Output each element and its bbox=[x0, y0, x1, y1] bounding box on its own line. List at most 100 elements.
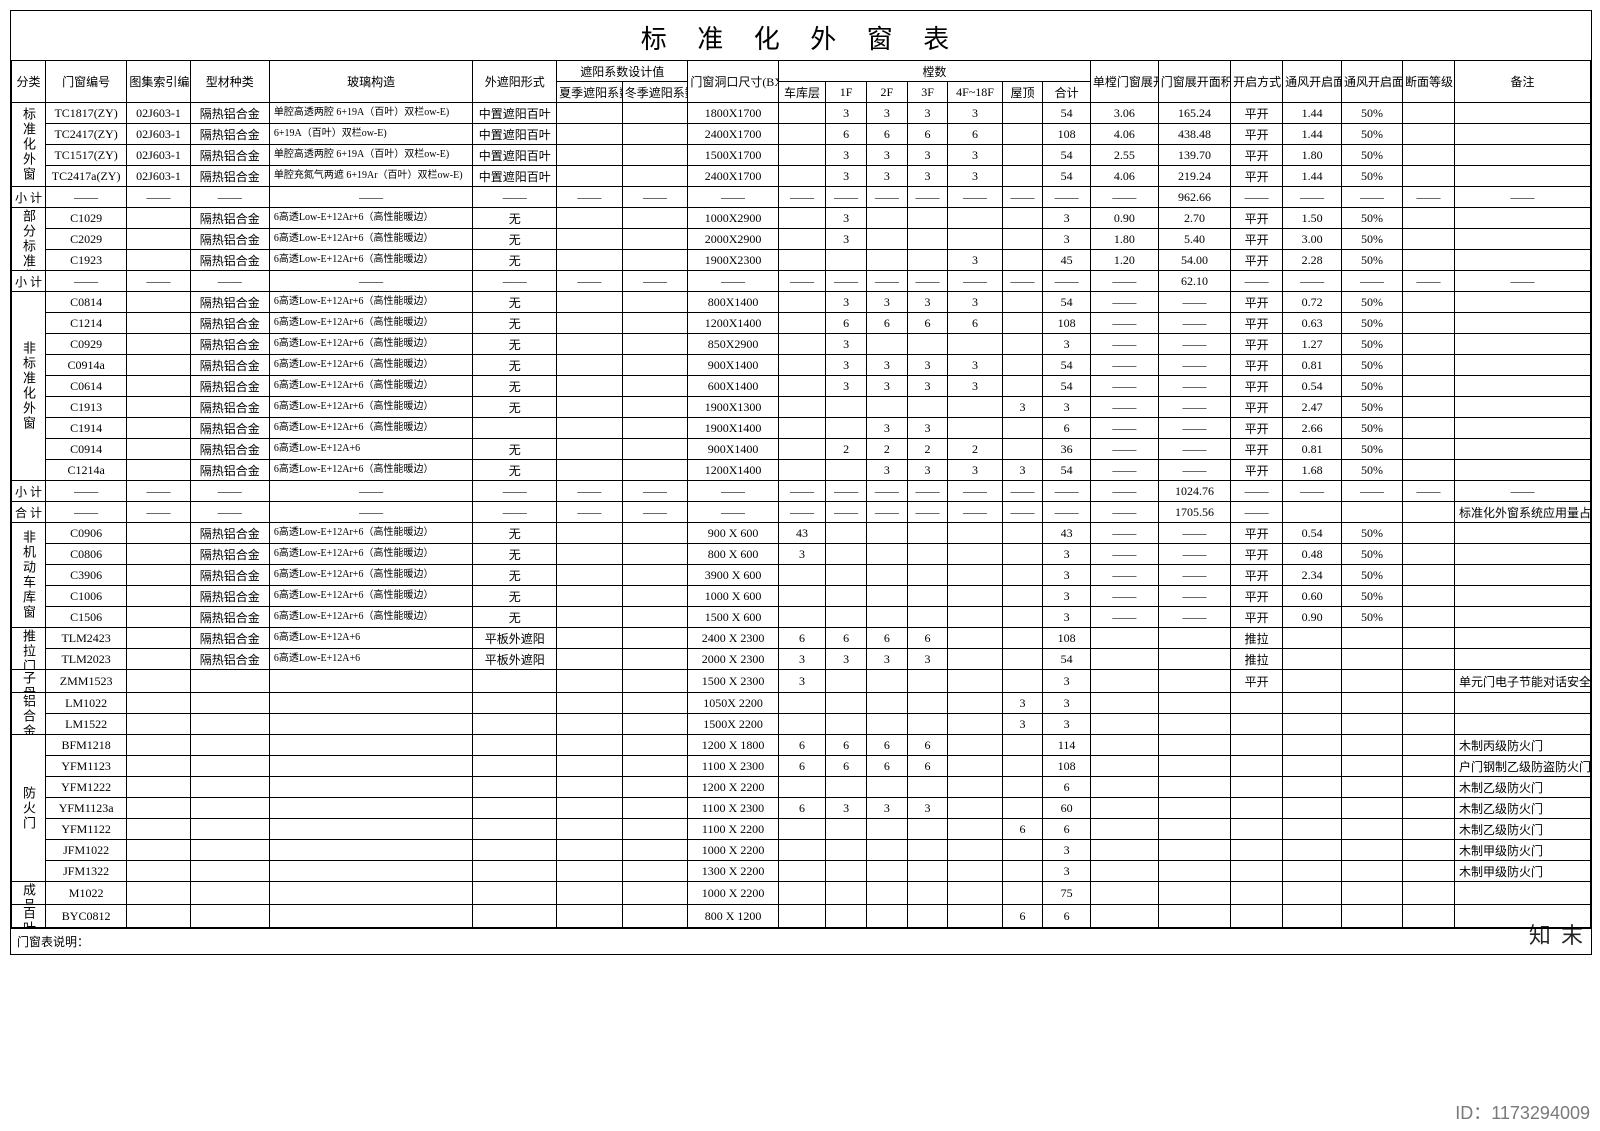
cell bbox=[269, 840, 473, 861]
cell: 无 bbox=[473, 607, 557, 628]
cell: —— bbox=[1283, 481, 1342, 502]
cell bbox=[622, 229, 688, 250]
cell bbox=[557, 565, 623, 586]
cell bbox=[948, 819, 1002, 840]
cell: 3 bbox=[1043, 714, 1091, 735]
cell: —— bbox=[1090, 502, 1158, 523]
cell bbox=[622, 418, 688, 439]
cell bbox=[1002, 756, 1043, 777]
cell bbox=[1158, 777, 1230, 798]
cell: —— bbox=[1090, 271, 1158, 292]
cell bbox=[622, 208, 688, 229]
cell bbox=[1403, 124, 1455, 145]
cell: —— bbox=[1158, 397, 1230, 418]
cell: 平开 bbox=[1231, 229, 1283, 250]
cell bbox=[778, 334, 826, 355]
cell: 50% bbox=[1341, 418, 1402, 439]
cell bbox=[778, 565, 826, 586]
cell bbox=[190, 777, 269, 798]
cell bbox=[557, 714, 623, 735]
cell bbox=[866, 397, 907, 418]
cell: 平板外遮阳 bbox=[473, 649, 557, 670]
cell bbox=[1158, 861, 1230, 882]
cell bbox=[1283, 882, 1342, 905]
cell bbox=[622, 777, 688, 798]
cell: —— bbox=[1158, 418, 1230, 439]
cell: 1100 X 2300 bbox=[688, 798, 778, 819]
cell: 3 bbox=[1043, 607, 1091, 628]
cell: —— bbox=[622, 187, 688, 208]
cell bbox=[1341, 798, 1402, 819]
cell: 50% bbox=[1341, 250, 1402, 271]
cell: TC1517(ZY) bbox=[45, 145, 126, 166]
cell bbox=[1002, 439, 1043, 460]
cell bbox=[948, 735, 1002, 756]
cell: 50% bbox=[1341, 607, 1402, 628]
header-cell: 备注 bbox=[1455, 61, 1591, 103]
cell: 无 bbox=[473, 250, 557, 271]
cell bbox=[778, 229, 826, 250]
cell bbox=[1341, 502, 1402, 523]
cell: YFM1123 bbox=[45, 756, 126, 777]
cell: 2000 X 2300 bbox=[688, 649, 778, 670]
cell bbox=[1002, 313, 1043, 334]
cell: —— bbox=[1341, 271, 1402, 292]
header-cell: 4F~18F bbox=[948, 82, 1002, 103]
cell bbox=[948, 586, 1002, 607]
cell: 6 bbox=[826, 628, 867, 649]
cell: 6高透Low-E+12Ar+6（高性能暖边） bbox=[269, 460, 473, 481]
cell bbox=[907, 714, 948, 735]
cell: 6高透Low-E+12Ar+6（高性能暖边） bbox=[269, 607, 473, 628]
cell bbox=[826, 882, 867, 905]
cell bbox=[1002, 840, 1043, 861]
cell bbox=[1455, 439, 1591, 460]
cell bbox=[866, 208, 907, 229]
cell bbox=[1283, 670, 1342, 693]
cell: —— bbox=[1090, 565, 1158, 586]
cell bbox=[557, 586, 623, 607]
cell: —— bbox=[1455, 187, 1591, 208]
cell bbox=[1403, 250, 1455, 271]
cell: TC1817(ZY) bbox=[45, 103, 126, 124]
cell bbox=[907, 565, 948, 586]
cell: 3 bbox=[826, 103, 867, 124]
cell bbox=[1002, 250, 1043, 271]
cell: 标准化外窗系统应用量占比= 60.10 % bbox=[1455, 502, 1591, 523]
cell: 1024.76 bbox=[1158, 481, 1230, 502]
cell: 1.68 bbox=[1283, 460, 1342, 481]
cell: —— bbox=[1090, 334, 1158, 355]
cell bbox=[1403, 693, 1455, 714]
cell: 02J603-1 bbox=[127, 124, 190, 145]
cell bbox=[1283, 777, 1342, 798]
cell bbox=[557, 882, 623, 905]
cell: 50% bbox=[1341, 124, 1402, 145]
cell: 3 bbox=[826, 649, 867, 670]
cell: 1500 X 600 bbox=[688, 607, 778, 628]
cell: 54 bbox=[1043, 460, 1091, 481]
cell bbox=[269, 670, 473, 693]
table-row: JFM10221000 X 22003木制甲级防火门 bbox=[12, 840, 1591, 861]
cell bbox=[1231, 714, 1283, 735]
cell bbox=[127, 292, 190, 313]
cell: LM1522 bbox=[45, 714, 126, 735]
cell bbox=[1341, 861, 1402, 882]
cell: 中置遮阳百叶 bbox=[473, 103, 557, 124]
cell: C2029 bbox=[45, 229, 126, 250]
cell bbox=[557, 693, 623, 714]
cell bbox=[127, 628, 190, 649]
cell bbox=[1002, 523, 1043, 544]
cell bbox=[1403, 145, 1455, 166]
cell bbox=[866, 905, 907, 928]
cell bbox=[1455, 565, 1591, 586]
cell bbox=[1455, 523, 1591, 544]
cell: 3.00 bbox=[1283, 229, 1342, 250]
header-cell: 分类 bbox=[12, 61, 46, 103]
cell bbox=[1403, 861, 1455, 882]
cell bbox=[1455, 628, 1591, 649]
cell bbox=[1403, 418, 1455, 439]
cell bbox=[1341, 714, 1402, 735]
cell bbox=[1283, 798, 1342, 819]
cell: 54.00 bbox=[1158, 250, 1230, 271]
cell: 50% bbox=[1341, 565, 1402, 586]
cell: 小 计 bbox=[12, 481, 46, 502]
